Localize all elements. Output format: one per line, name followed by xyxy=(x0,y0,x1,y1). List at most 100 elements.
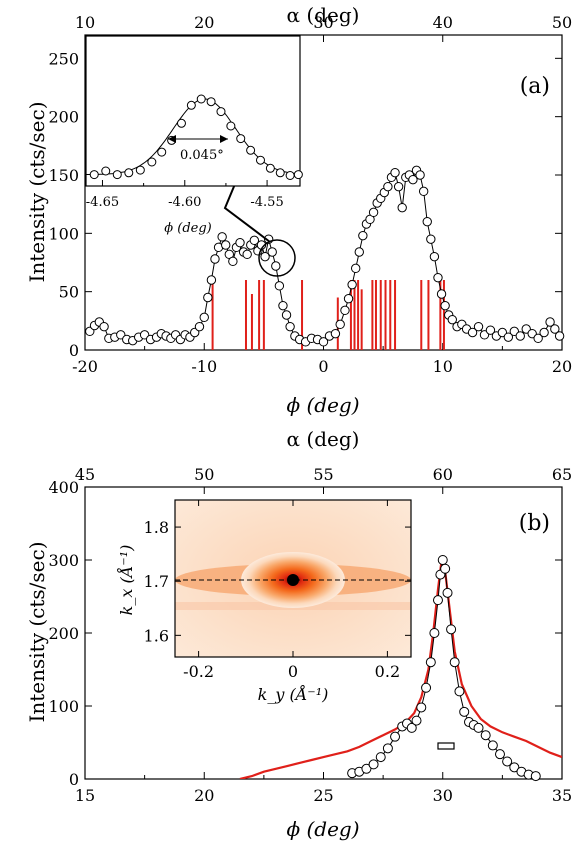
b-y-tick-label: 300 xyxy=(48,551,79,570)
b-x-tick-label: 15 xyxy=(75,786,95,805)
a-data-point-105 xyxy=(554,331,565,341)
b-top-tick-label: 60 xyxy=(433,465,453,484)
a-data-point-41 xyxy=(267,247,277,257)
a-x-tick-label: 20 xyxy=(552,357,572,376)
inset-a-fwhm-arrow-right xyxy=(220,135,228,143)
ia-data-point-3 xyxy=(124,168,134,178)
a-top-tick-label: 50 xyxy=(552,13,572,32)
inset-b-x-tick-labels: -0.2 0 0.2 xyxy=(183,662,400,681)
ia-data-point-8 xyxy=(176,118,186,128)
b-data-point-21 xyxy=(449,657,460,668)
ia-data-point-14 xyxy=(236,134,246,144)
a-data-point-59 xyxy=(350,263,361,274)
b-top-tick-label: 45 xyxy=(75,465,95,484)
a-series-line xyxy=(89,169,561,343)
b-data-point-28 xyxy=(487,740,498,751)
a-y-tick-label: 100 xyxy=(48,224,79,243)
panel-b-x-axis-label: ϕ (deg) xyxy=(286,817,359,841)
b-data-point-2 xyxy=(361,763,372,774)
a-data-point-78 xyxy=(418,186,429,197)
a-x-tick-label: -20 xyxy=(72,357,98,376)
panel-a-inset: -4.65 -4.60 -4.55 0.045° ϕ (deg) xyxy=(85,35,303,236)
ib-x-tick-label: -0.2 xyxy=(183,662,214,681)
a-data-point-96 xyxy=(503,332,514,342)
a-top-tick-label: 20 xyxy=(194,13,214,32)
a-data-point-46 xyxy=(285,321,295,332)
panel-a-label: (a) xyxy=(520,74,550,99)
a-data-point-82 xyxy=(433,272,443,283)
a-data-point-42 xyxy=(271,261,281,271)
ib-y-tick-label: 1.6 xyxy=(144,626,169,645)
a-y-tick-label: 150 xyxy=(48,166,79,185)
ib-y-tick-label: 1.8 xyxy=(144,518,169,537)
a-data-point-57 xyxy=(343,293,354,304)
panel-b-resolution-marker xyxy=(437,742,455,750)
b-x-tick-label: 25 xyxy=(313,786,333,805)
a-data-point-68 xyxy=(383,181,393,192)
ia-data-point-12 xyxy=(216,107,226,117)
a-x-tick-label: -10 xyxy=(191,357,217,376)
a-data-point-28 xyxy=(221,240,231,250)
a-data-point-23 xyxy=(203,292,213,303)
ia-data-point-6 xyxy=(157,147,167,157)
a-y-tick-label: 250 xyxy=(48,49,79,68)
panel-b: 15 20 25 30 35 0 100 200 300 400 45 50 55 60 65 α (d… xyxy=(25,427,572,841)
ia-data-point-16 xyxy=(255,155,265,165)
a-data-point-25 xyxy=(210,254,220,264)
a-data-point-36 xyxy=(249,235,260,246)
inset-b-y-axis-label: k_x (Å⁻¹) xyxy=(116,545,136,616)
b-data-point-9 xyxy=(406,722,417,733)
panel-b-top-tick-labels: 45 50 55 60 65 xyxy=(75,465,572,484)
a-data-point-84 xyxy=(440,300,450,311)
b-x-tick-label: 30 xyxy=(433,786,453,805)
a-data-point-75 xyxy=(408,174,418,185)
b-data-point-31 xyxy=(509,762,520,773)
panel-a: -20 -10 0 10 20 0 50 100 150 200 250 10 20 30 40 50 α… xyxy=(25,3,572,417)
ia-data-point-20 xyxy=(293,170,303,180)
b-top-tick-label: 55 xyxy=(313,465,333,484)
a-data-point-61 xyxy=(358,230,368,241)
ia-data-point-19 xyxy=(285,171,295,180)
ib-y-tick-label: 1.7 xyxy=(144,572,169,591)
a-data-point-72 xyxy=(397,202,407,213)
a-data-point-52 xyxy=(318,337,329,347)
panel-b-top-axis-label: α (deg) xyxy=(287,427,360,451)
ia-data-point-2 xyxy=(112,170,122,180)
a-data-point-24 xyxy=(206,275,217,285)
a-data-point-91 xyxy=(473,321,484,332)
panel-b-data-points xyxy=(347,555,541,782)
ia-x-tick-label: -4.65 xyxy=(86,195,119,210)
inset-b-y-tick-labels: 1.6 1.7 1.8 xyxy=(144,518,169,645)
ia-x-tick-label: -4.60 xyxy=(168,195,201,210)
b-data-point-13 xyxy=(425,657,436,668)
panel-a-highlight-circle xyxy=(258,239,296,277)
b-data-point-12 xyxy=(421,682,432,693)
b-data-point-3 xyxy=(368,759,379,770)
a-data-point-81 xyxy=(429,251,440,262)
a-data-point-93 xyxy=(485,325,496,335)
panel-b-y-axis-label: Intensity (cts/sec) xyxy=(25,541,49,722)
a-data-point-71 xyxy=(393,181,404,192)
b-data-point-20 xyxy=(446,624,457,635)
b-data-point-34 xyxy=(530,771,541,782)
a-data-point-90 xyxy=(467,327,478,338)
inset-b-peak xyxy=(287,574,299,586)
inset-b-x-axis-label: k_y (Å⁻¹) xyxy=(258,684,329,704)
a-data-point-83 xyxy=(436,289,447,299)
b-x-tick-label: 20 xyxy=(194,786,214,805)
ia-data-point-5 xyxy=(147,157,157,167)
a-data-point-70 xyxy=(390,167,400,178)
b-data-point-22 xyxy=(454,686,465,697)
a-data-point-30 xyxy=(228,256,238,267)
a-top-tick-label: 40 xyxy=(433,13,453,32)
b-data-point-23 xyxy=(459,706,470,717)
panel-a-top-tick-labels: 10 20 30 40 50 xyxy=(75,13,572,32)
b-data-point-17 xyxy=(437,555,448,565)
b-y-tick-label: 0 xyxy=(69,770,79,789)
inset-b-ticks xyxy=(175,500,411,657)
a-data-point-27 xyxy=(217,232,227,242)
panel-b-label: (b) xyxy=(519,511,550,536)
ia-x-tick-label: -4.55 xyxy=(250,195,283,210)
a-data-point-43 xyxy=(274,281,285,291)
a-data-point-3 xyxy=(99,321,109,332)
